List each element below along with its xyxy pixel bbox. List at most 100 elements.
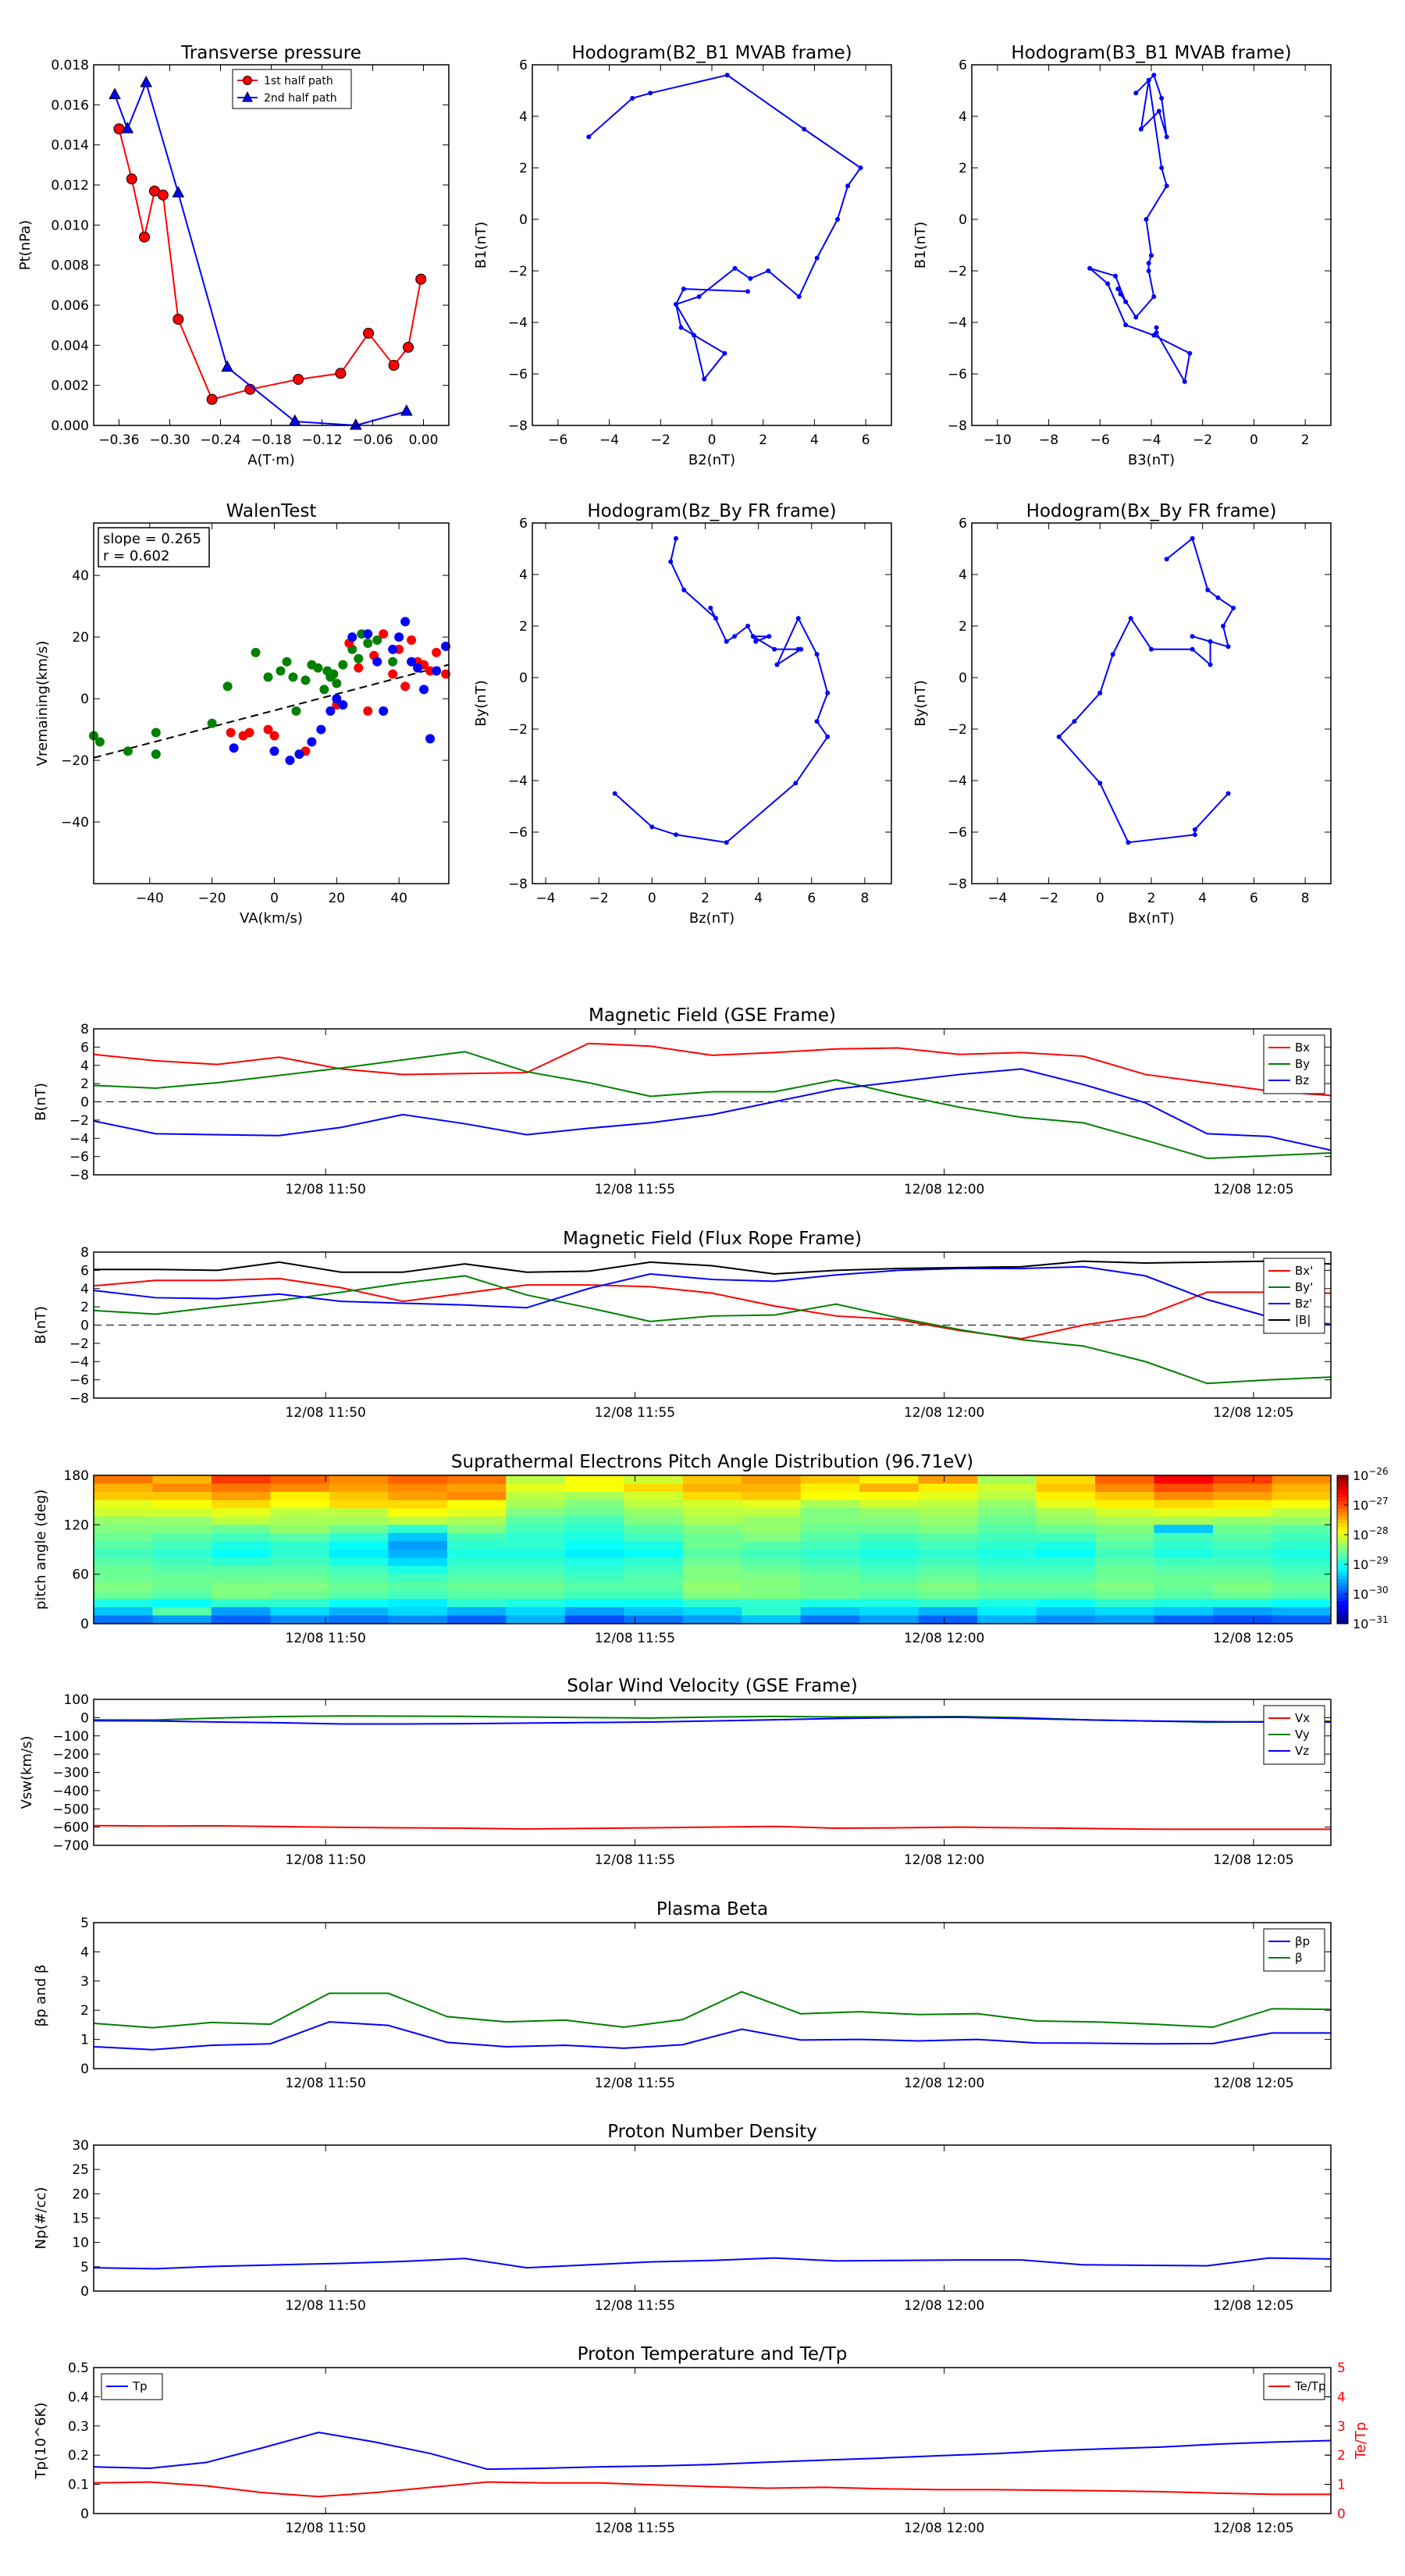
pitch-angle-distribution-cell [564,1550,624,1559]
pitch-angle-distribution-cell [859,1492,919,1501]
magnetic-field-gse-ytick-label: 6 [80,1040,89,1055]
hodogram-b2-b1-xtick-label: 2 [759,432,767,448]
pitch-angle-distribution-cell [977,1566,1037,1575]
pitch-angle-distribution-cell [152,1590,212,1599]
pitch-angle-distribution-cell [564,1492,624,1501]
proton-temperature-ylabel: Tp(10^6K) [33,2403,49,2480]
transverse-pressure-ytick-label: 0.014 [51,138,89,154]
pitch-angle-distribution-cell [918,1582,978,1592]
magnetic-field-fr-line-B [94,1260,1332,1276]
hodogram-bz-by-xtick-label: −2 [589,891,609,906]
hodogram-b3-b1-point [1151,294,1157,299]
pitch-angle-distribution-colorbar-segment [1337,1497,1348,1502]
pitch-angle-distribution-cell [1154,1590,1214,1599]
pitch-angle-distribution-cell [1272,1483,1332,1493]
pitch-angle-distribution-colorbar-segment [1337,1601,1348,1606]
walen-test-point [441,669,451,679]
hodogram-bx-by-point [1190,634,1195,639]
hodogram-b3-b1-point [1164,183,1169,189]
pitch-angle-distribution-cell [211,1500,272,1509]
pitch-angle-distribution-cell [270,1516,330,1525]
pitch-angle-distribution-cell [270,1574,330,1583]
pitch-angle-distribution-cell [506,1492,566,1501]
pitch-angle-distribution-cell [1095,1574,1155,1583]
pitch-angle-distribution-cell [1213,1475,1273,1485]
walen-test-point [354,653,364,664]
pitch-angle-distribution-cell [1272,1516,1332,1525]
pitch-angle-distribution-cell [1095,1615,1155,1624]
pitch-angle-distribution-colorbar-base: 10 [1353,1587,1368,1602]
hodogram-bz-by-point [753,639,759,644]
transverse-pressure-point [363,327,375,339]
hodogram-bz-by-xtick-label: 6 [807,891,816,906]
pitch-angle-distribution-cell [859,1615,919,1624]
pitch-angle-distribution-cell [94,1590,154,1599]
pitch-angle-distribution-cell [859,1525,919,1534]
pitch-angle-distribution-cell [94,1483,154,1493]
pitch-angle-distribution-cell [388,1590,448,1599]
hodogram-b2-b1-ylabel: B1(nT) [473,222,489,269]
pitch-angle-distribution-cell [859,1599,919,1608]
walen-test-xtick-label: 0 [270,891,279,906]
proton-number-density-ylabel: Np(#/cc) [33,2187,49,2250]
pitch-angle-distribution-cell [682,1566,742,1575]
pitch-angle-distribution-cell [506,1615,566,1624]
pitch-angle-distribution-cell [800,1582,860,1592]
transverse-pressure-ytick-label: 0.010 [51,218,89,233]
pitch-angle-distribution-cell [918,1541,978,1550]
transverse-pressure-xtick-label: 0.00 [409,432,439,448]
pitch-angle-distribution-cell [1036,1483,1096,1493]
pitch-angle-distribution-cell [388,1483,448,1493]
transverse-pressure-xtick-label: −0.36 [98,432,139,448]
walen-test-frame [93,522,450,884]
pitch-angle-distribution-cell [624,1590,684,1599]
walen-test-point [269,746,279,756]
transverse-pressure-series-line [118,128,422,400]
pitch-angle-distribution-cell [564,1599,624,1608]
pitch-angle-distribution-cell [1272,1541,1332,1550]
pitch-angle-distribution-cell [329,1500,389,1509]
solar-wind-velocity-ytick-label: 0 [80,1710,89,1726]
pitch-angle-distribution-colorbar-base: 10 [1353,1498,1368,1513]
solar-wind-velocity-xtick-label: 12/08 11:55 [595,1852,675,1868]
pitch-angle-distribution-colorbar-segment [1337,1553,1348,1558]
pitch-angle-distribution-colorbar-segment [1337,1609,1348,1614]
hodogram-bz-by-point [668,559,674,564]
magnetic-field-gse-line-Bx [93,1042,1332,1097]
pitch-angle-distribution-cell [152,1599,212,1608]
pitch-angle-distribution-ytick-label: 120 [64,1517,89,1533]
hodogram-bx-by-point [1149,646,1154,652]
transverse-pressure-plot: Transverse pressure 0.000 0.002 0.004 0.006 0… [17,43,450,468]
pitch-angle-distribution-cell [211,1606,272,1617]
hodogram-bx-by-xtick-label: 4 [1198,891,1207,906]
pitch-angle-distribution-cell [446,1525,507,1534]
pitch-angle-distribution-cell [742,1500,802,1509]
hodogram-bx-by-ytick-label: 4 [959,568,967,583]
pitch-angle-distribution-cell [1154,1492,1214,1501]
pitch-angle-distribution-cell [918,1566,978,1575]
pitch-angle-distribution-cell [977,1516,1037,1525]
walen-test-point [332,678,342,688]
hodogram-b2-b1-point [674,301,678,307]
hodogram-b3-b1-ytick-label: 6 [959,58,967,73]
pitch-angle-distribution-cell [506,1557,566,1567]
pitch-angle-distribution-cell [1036,1475,1096,1485]
pitch-angle-distribution-cell [742,1550,802,1559]
pitch-angle-distribution-frame [93,1475,1332,1624]
pitch-angle-distribution-cell [977,1532,1037,1542]
pitch-angle-distribution-ytick-label: 60 [72,1567,89,1583]
pitch-angle-distribution-cell [1036,1550,1096,1559]
pitch-angle-distribution-colorbar-segment [1337,1605,1348,1610]
hodogram-b2-b1-point [696,294,702,299]
pitch-angle-distribution-cell [94,1574,154,1583]
hodogram-b2-b1-xtick-label: −6 [548,432,567,448]
pitch-angle-distribution-cell [1095,1475,1155,1485]
walen-test-point [363,639,373,648]
hodogram-b2-b1-point [678,325,684,330]
pitch-angle-distribution-cell [859,1516,919,1525]
pitch-angle-distribution-colorbar-label: 10−27 [1353,1496,1389,1513]
solar-wind-velocity-ytick-label: −100 [52,1729,89,1745]
pitch-angle-distribution-cell [152,1550,212,1559]
pitch-angle-distribution-colorbar-segment [1337,1520,1348,1525]
walen-test-point [372,635,382,646]
